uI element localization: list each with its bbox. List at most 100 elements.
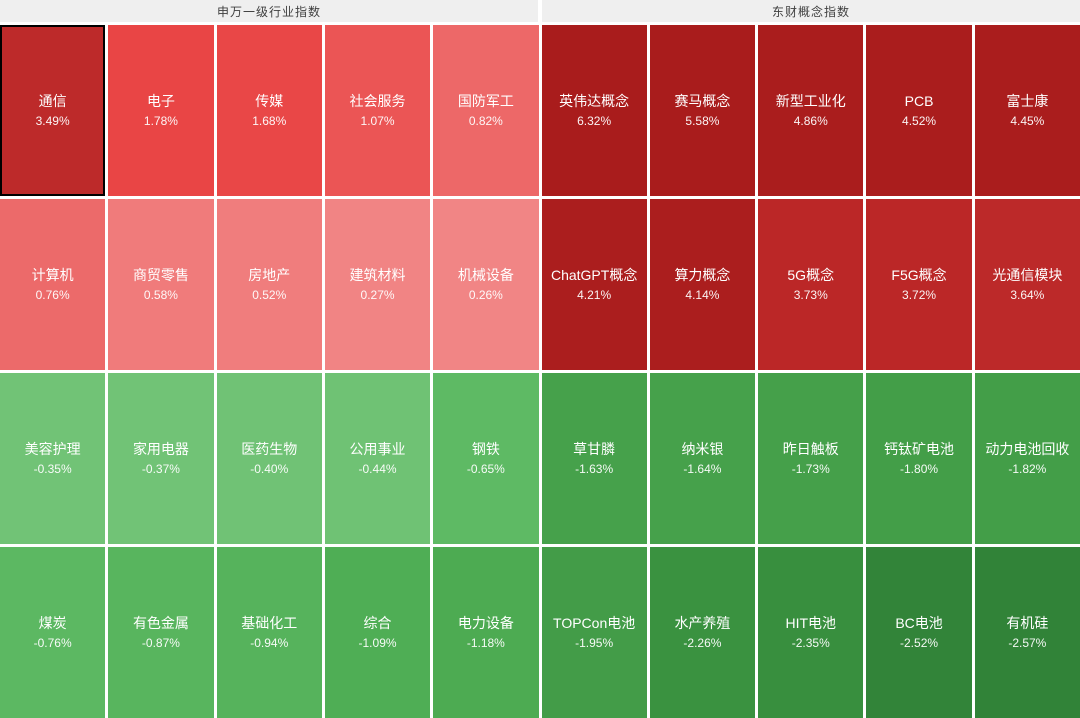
tile-change-pct: 4.52% — [902, 114, 937, 128]
sector-tile[interactable]: 有色金属 -0.87% — [108, 547, 214, 718]
tile-label: 机械设备 — [457, 267, 514, 283]
sector-tile[interactable]: 公用事业 -0.44% — [324, 373, 431, 544]
sector-tile[interactable]: 综合 -1.09% — [324, 547, 431, 718]
sector-tile[interactable]: 煤炭 -0.76% — [0, 547, 106, 718]
tile-change-pct: 0.58% — [143, 288, 178, 302]
sector-tile[interactable]: TOPCon电池 -1.95% — [541, 547, 647, 718]
tile-grid: 通信 3.49% 电子 1.78% 传媒 1.68% 社会服务 1.07% 国防军工 0.82% 英… — [0, 25, 1080, 718]
sector-tile[interactable]: F5G概念 3.72% — [866, 199, 972, 370]
sector-tile[interactable]: 赛马概念 5.58% — [649, 25, 756, 196]
tile-label: 英伟达概念 — [559, 93, 630, 109]
tile-label: 基础化工 — [241, 615, 298, 631]
tile-change-pct: 3.73% — [793, 288, 828, 302]
sector-tile[interactable]: 算力概念 4.14% — [649, 199, 756, 370]
sector-tile[interactable]: 草甘膦 -1.63% — [541, 373, 647, 544]
tile-change-pct: -0.94% — [250, 636, 289, 650]
tile-change-pct: -1.18% — [466, 636, 505, 650]
sector-tile[interactable]: 电力设备 -1.18% — [433, 547, 539, 718]
tile-change-pct: 0.27% — [360, 288, 395, 302]
tile-label: HIT电池 — [785, 615, 837, 631]
sector-tile[interactable]: 钢铁 -0.65% — [433, 373, 539, 544]
sector-tile[interactable]: 商贸零售 0.58% — [108, 199, 214, 370]
tile-label: 有机硅 — [1006, 615, 1049, 631]
sector-tile[interactable]: 社会服务 1.07% — [324, 25, 431, 196]
tile-label: 水产养殖 — [674, 615, 731, 631]
tile-label: 综合 — [363, 615, 392, 631]
tile-label: 算力概念 — [674, 267, 731, 283]
tile-label: 赛马概念 — [674, 93, 731, 109]
tile-change-pct: -0.76% — [33, 636, 72, 650]
sector-tile[interactable]: 水产养殖 -2.26% — [649, 547, 756, 718]
tile-change-pct: -0.40% — [250, 462, 289, 476]
sector-tile[interactable]: 5G概念 3.73% — [758, 199, 864, 370]
sector-tile[interactable]: 美容护理 -0.35% — [0, 373, 106, 544]
sector-tile[interactable]: 建筑材料 0.27% — [324, 199, 431, 370]
tile-change-pct: 4.45% — [1010, 114, 1045, 128]
tile-change-pct: -1.95% — [575, 636, 614, 650]
tile-change-pct: 3.64% — [1010, 288, 1045, 302]
tile-label: 昨日触板 — [782, 441, 839, 457]
sector-tile[interactable]: 电子 1.78% — [108, 25, 214, 196]
sector-tile[interactable]: 新型工业化 4.86% — [758, 25, 864, 196]
sector-tile[interactable]: 动力电池回收 -1.82% — [974, 373, 1080, 544]
tile-label: 煤炭 — [38, 615, 67, 631]
tile-label: F5G概念 — [891, 267, 947, 283]
tile-change-pct: -1.73% — [791, 462, 830, 476]
tile-label: 家用电器 — [132, 441, 189, 457]
sector-tile[interactable]: PCB 4.52% — [866, 25, 972, 196]
sector-tile[interactable]: 昨日触板 -1.73% — [758, 373, 864, 544]
sector-tile[interactable]: 光通信模块 3.64% — [974, 199, 1080, 370]
tile-label: 房地产 — [248, 267, 291, 283]
tile-change-pct: -0.37% — [141, 462, 180, 476]
sector-tile[interactable]: 计算机 0.76% — [0, 199, 106, 370]
sector-tile[interactable]: 传媒 1.68% — [216, 25, 322, 196]
tile-label: 电力设备 — [457, 615, 514, 631]
tile-label: 国防军工 — [457, 93, 514, 109]
tile-change-pct: -1.63% — [575, 462, 614, 476]
tile-label: 建筑材料 — [349, 267, 406, 283]
tile-label: 通信 — [38, 93, 67, 109]
tile-label: 医药生物 — [241, 441, 298, 457]
sector-tile[interactable]: 通信 3.49% — [0, 25, 106, 196]
tile-label: 光通信模块 — [992, 267, 1063, 283]
sector-tile[interactable]: 基础化工 -0.94% — [216, 547, 322, 718]
tile-change-pct: -2.35% — [791, 636, 830, 650]
sector-tile[interactable]: 英伟达概念 6.32% — [541, 25, 647, 196]
tile-label: PCB — [904, 93, 934, 109]
tile-label: 钢铁 — [471, 441, 500, 457]
tile-change-pct: 5.58% — [685, 114, 720, 128]
sector-tile[interactable]: 房地产 0.52% — [216, 199, 322, 370]
sector-tile[interactable]: 纳米银 -1.64% — [649, 373, 756, 544]
tile-change-pct: 1.78% — [143, 114, 178, 128]
tile-change-pct: 0.82% — [468, 114, 503, 128]
sector-tile[interactable]: 富士康 4.45% — [974, 25, 1080, 196]
tile-change-pct: 4.86% — [793, 114, 828, 128]
sector-tile[interactable]: 医药生物 -0.40% — [216, 373, 322, 544]
sector-tile[interactable]: 有机硅 -2.57% — [974, 547, 1080, 718]
tile-change-pct: -0.44% — [358, 462, 397, 476]
tile-label: BC电池 — [895, 615, 943, 631]
tile-label: 草甘膦 — [573, 441, 616, 457]
tile-change-pct: 1.68% — [252, 114, 287, 128]
tile-change-pct: -1.64% — [683, 462, 722, 476]
tile-label: 公用事业 — [349, 441, 406, 457]
tile-label: 社会服务 — [349, 93, 406, 109]
sector-tile[interactable]: BC电池 -2.52% — [866, 547, 972, 718]
tile-label: 5G概念 — [787, 267, 835, 283]
sector-tile[interactable]: ChatGPT概念 4.21% — [541, 199, 647, 370]
tile-label: 传媒 — [255, 93, 284, 109]
tile-label: 富士康 — [1006, 93, 1049, 109]
sector-tile[interactable]: 国防军工 0.82% — [433, 25, 539, 196]
sector-tile[interactable]: HIT电池 -2.35% — [758, 547, 864, 718]
tile-change-pct: 4.14% — [685, 288, 720, 302]
tile-change-pct: -1.80% — [900, 462, 939, 476]
tile-change-pct: -1.09% — [358, 636, 397, 650]
tile-change-pct: -0.65% — [466, 462, 505, 476]
sector-tile[interactable]: 钙钛矿电池 -1.80% — [866, 373, 972, 544]
sector-tile[interactable]: 机械设备 0.26% — [433, 199, 539, 370]
tile-change-pct: 3.49% — [35, 114, 70, 128]
tile-label: ChatGPT概念 — [550, 267, 638, 283]
sector-tile[interactable]: 家用电器 -0.37% — [108, 373, 214, 544]
tile-label: 商贸零售 — [132, 267, 189, 283]
